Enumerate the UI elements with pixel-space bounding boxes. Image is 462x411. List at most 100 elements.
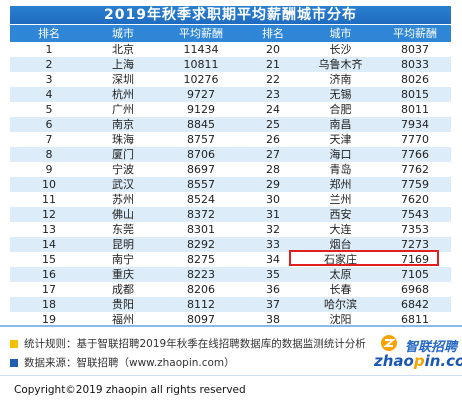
rank-cell: 4 [10, 87, 88, 102]
rank-cell: 30 [244, 192, 302, 207]
table-row: 2 上海 10811 21 乌鲁木齐 8033 [10, 57, 451, 72]
city-cell: 厦门 [88, 147, 158, 162]
salary-cell: 9727 [158, 87, 244, 102]
table-row: 11 苏州 8524 30 兰州 7620 [10, 192, 451, 207]
rank-cell: 11 [10, 192, 88, 207]
salary-cell: 7543 [379, 207, 451, 222]
salary-cell: 7620 [379, 192, 451, 207]
salary-cell: 8223 [158, 267, 244, 282]
table-row: 4 杭州 9727 23 无锡 8015 [10, 87, 451, 102]
divider [0, 325, 462, 327]
header-rank: 排名 [10, 24, 88, 42]
rank-cell: 10 [10, 177, 88, 192]
header-city: 城市 [302, 24, 379, 42]
salary-cell: 8372 [158, 207, 244, 222]
rank-cell: 26 [244, 132, 302, 147]
table-header-row: 排名 城市 平均薪酬 排名 城市 平均薪酬 [10, 24, 451, 42]
city-cell: 南宁 [88, 252, 158, 267]
city-cell: 南京 [88, 117, 158, 132]
city-cell: 福州 [88, 312, 158, 327]
rank-cell: 16 [10, 267, 88, 282]
salary-cell: 7934 [379, 117, 451, 132]
city-cell: 烟台 [302, 237, 379, 252]
logo-en-prefix: zhao [374, 352, 414, 370]
city-cell: 长沙 [302, 42, 379, 57]
city-cell: 长春 [302, 282, 379, 297]
salary-cell: 8011 [379, 102, 451, 117]
salary-report: 2019年秋季求职期平均薪酬城市分布 排名 城市 平均薪酬 排名 城市 平均薪酬… [10, 6, 451, 327]
rank-cell: 12 [10, 207, 88, 222]
salary-cell: 7759 [379, 177, 451, 192]
rank-cell: 28 [244, 162, 302, 177]
city-cell: 石家庄 [302, 252, 379, 267]
data-source-text: 数据来源：智联招聘（www.zhaopin.com） [24, 357, 235, 369]
salary-cell: 8292 [158, 237, 244, 252]
salary-cell: 8037 [379, 42, 451, 57]
rank-cell: 15 [10, 252, 88, 267]
table-row: 19 福州 8097 38 沈阳 6811 [10, 312, 451, 327]
rank-cell: 20 [244, 42, 302, 57]
salary-cell: 7762 [379, 162, 451, 177]
salary-cell: 10811 [158, 57, 244, 72]
city-cell: 东莞 [88, 222, 158, 237]
salary-cell: 7273 [379, 237, 451, 252]
header-rank: 排名 [244, 24, 302, 42]
rank-cell: 22 [244, 72, 302, 87]
footer-divider [0, 375, 462, 376]
rank-cell: 14 [10, 237, 88, 252]
city-cell: 西安 [302, 207, 379, 222]
city-cell: 青岛 [302, 162, 379, 177]
rank-cell: 38 [244, 312, 302, 327]
city-cell: 天津 [302, 132, 379, 147]
city-cell: 兰州 [302, 192, 379, 207]
salary-cell: 8706 [158, 147, 244, 162]
logo-en-suffix: in.com [424, 352, 462, 370]
rank-cell: 25 [244, 117, 302, 132]
rank-cell: 36 [244, 282, 302, 297]
stat-rule-text: 统计规则：基于智联招聘2019年秋季在线招聘数据库的数据监测统计分析 [24, 338, 366, 350]
table-row: 12 佛山 8372 31 西安 7543 [10, 207, 451, 222]
rank-cell: 18 [10, 297, 88, 312]
table-row: 14 昆明 8292 33 烟台 7273 [10, 237, 451, 252]
salary-cell: 8524 [158, 192, 244, 207]
rank-cell: 31 [244, 207, 302, 222]
salary-cell: 7770 [379, 132, 451, 147]
city-cell: 珠海 [88, 132, 158, 147]
salary-cell: 8275 [158, 252, 244, 267]
table-row: 17 成都 8206 36 长春 6968 [10, 282, 451, 297]
table-row: 9 宁波 8697 28 青岛 7762 [10, 162, 451, 177]
salary-cell: 8015 [379, 87, 451, 102]
city-cell: 深圳 [88, 72, 158, 87]
salary-cell: 8026 [379, 72, 451, 87]
city-cell: 郑州 [302, 177, 379, 192]
table-row: 13 东莞 8301 32 大连 7353 [10, 222, 451, 237]
rank-cell: 13 [10, 222, 88, 237]
rank-cell: 33 [244, 237, 302, 252]
header-salary: 平均薪酬 [379, 24, 451, 42]
logo-en-dot: p [413, 352, 425, 370]
rank-cell: 34 [244, 252, 302, 267]
rank-cell: 1 [10, 42, 88, 57]
table-row: 16 重庆 8223 35 太原 7105 [10, 267, 451, 282]
salary-cell: 8112 [158, 297, 244, 312]
city-cell: 海口 [302, 147, 379, 162]
salary-cell: 8301 [158, 222, 244, 237]
rank-cell: 6 [10, 117, 88, 132]
salary-cell: 9129 [158, 102, 244, 117]
logo-en: zhaopin.com [374, 352, 462, 370]
yellow-square-icon [10, 340, 18, 348]
city-cell: 哈尔滨 [302, 297, 379, 312]
header-salary: 平均薪酬 [158, 24, 244, 42]
rank-cell: 2 [10, 57, 88, 72]
city-cell: 武汉 [88, 177, 158, 192]
city-cell: 重庆 [88, 267, 158, 282]
rank-cell: 19 [10, 312, 88, 327]
city-cell: 北京 [88, 42, 158, 57]
city-cell: 乌鲁木齐 [302, 57, 379, 72]
salary-cell: 8845 [158, 117, 244, 132]
salary-cell: 6811 [379, 312, 451, 327]
salary-table: 排名 城市 平均薪酬 排名 城市 平均薪酬 1 北京 11434 20 长沙 8037 2 上… [10, 24, 451, 327]
stat-rule-note: 统计规则：基于智联招聘2019年秋季在线招聘数据库的数据监测统计分析 [10, 337, 366, 351]
rank-cell: 17 [10, 282, 88, 297]
rank-cell: 23 [244, 87, 302, 102]
